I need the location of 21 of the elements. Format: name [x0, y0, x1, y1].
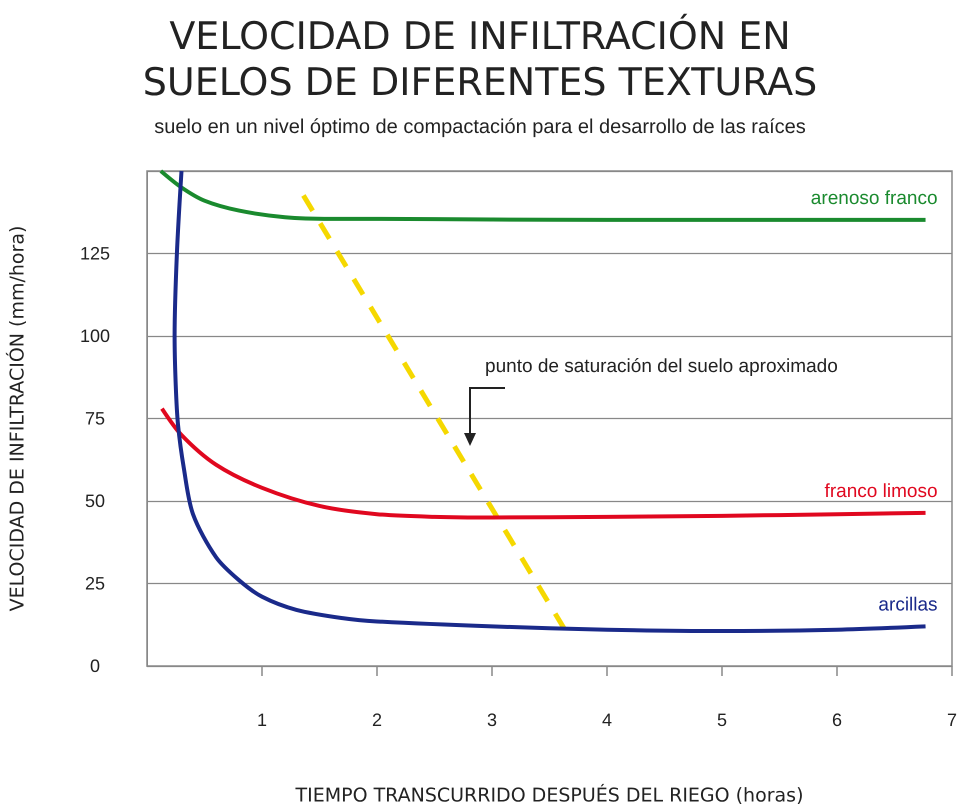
x-tick-label: 3: [486, 710, 498, 730]
y-tick-label: 25: [84, 574, 106, 594]
y-tick-label: 50: [84, 491, 106, 511]
chart-title: VELOCIDAD DE INFILTRACIÓN EN SUELOS DE DIFERENTES TEXTURAS: [142, 13, 818, 104]
x-tick-label: 5: [716, 710, 728, 730]
x-tick-label: 1: [256, 710, 268, 730]
y-tick-label: 125: [80, 244, 110, 264]
y-tick-label: 0: [90, 656, 100, 676]
x-tick-label: 4: [602, 710, 612, 730]
y-tick-label: 100: [80, 326, 110, 346]
series-label: arcillas: [878, 594, 938, 616]
annotation: punto de saturación del suelo aproximado: [485, 356, 838, 377]
x-axis-title: TIEMPO TRANSCURRIDO DESPUÉS DEL RIEGO (horas): [294, 784, 804, 806]
x-tick-label: 2: [372, 710, 382, 730]
y-tick-label: 75: [84, 408, 106, 428]
y-axis-title: VELOCIDAD DE INFILTRACIÓN (mm/hora): [6, 226, 28, 612]
chart-subtitle: suelo en un nivel óptimo de compactación para el desarrollo de las raíces: [154, 116, 806, 138]
series-label: franco limoso: [824, 480, 938, 502]
x-tick-label: 6: [832, 710, 842, 730]
series-label: arenoso franco: [810, 188, 938, 209]
x-tick-label: 7: [946, 710, 957, 730]
